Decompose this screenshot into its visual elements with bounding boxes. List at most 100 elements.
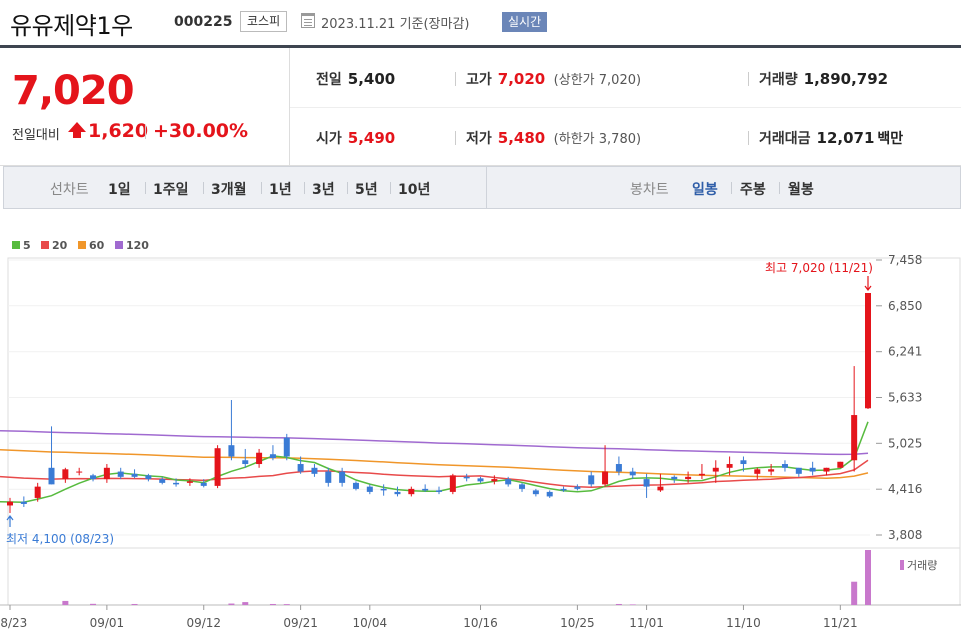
volume-bar <box>269 603 276 605</box>
candle <box>657 473 664 492</box>
open-label: 시가 <box>316 131 342 147</box>
low-price: 저가 5,480 (하한가 3,780) <box>466 129 642 147</box>
candle <box>754 467 761 480</box>
divider <box>390 182 391 194</box>
title-divider <box>0 45 961 48</box>
candle <box>269 445 276 461</box>
open-value: 5,490 <box>347 129 396 147</box>
min-price-annotation: 최저 4,100 (08/23) <box>6 532 114 546</box>
open-price: 시가 5,490 <box>316 128 395 148</box>
candle <box>671 475 678 483</box>
candle <box>574 484 581 491</box>
candle <box>477 476 484 483</box>
x-tick-label: 10/25 <box>560 616 595 630</box>
candle-body <box>145 475 152 480</box>
price-summary: 7,020 전일대비 1,620 +30.00% <box>0 48 290 166</box>
candle-body <box>629 471 636 476</box>
stock-code: 000225 <box>174 14 233 30</box>
divider <box>145 182 146 194</box>
candle-body <box>283 437 290 457</box>
tab-weekly[interactable]: 주봉 <box>740 182 766 198</box>
candle-body <box>781 464 788 468</box>
volume-bar <box>62 600 69 605</box>
lower-limit-value: 3,780 <box>598 132 636 147</box>
y-tick-label: 4,416 <box>888 482 922 496</box>
candle <box>186 478 193 486</box>
tab-1year[interactable]: 1년 <box>269 182 292 198</box>
realtime-button[interactable]: 실시간 <box>502 12 548 32</box>
candle <box>20 496 27 507</box>
chart-period-tabs: 선차트 1일 1주일 3개월 1년 3년 5년 10년 봉차트 일봉 주봉 월봉 <box>3 166 961 209</box>
legend-swatch-120 <box>115 241 123 249</box>
tab-3year[interactable]: 3년 <box>312 182 335 198</box>
candle <box>228 399 235 461</box>
candle-body <box>795 467 802 474</box>
volume-bar <box>851 581 858 605</box>
candle <box>283 433 290 461</box>
volume-label: 거래량 <box>759 72 798 88</box>
candle-body <box>837 461 844 468</box>
up-arrow-icon <box>68 122 86 138</box>
tab-3month[interactable]: 3개월 <box>211 182 247 198</box>
candle-chart-label: 봉차트 <box>630 182 669 198</box>
candle <box>325 467 332 487</box>
candle-body <box>269 454 276 458</box>
ma120-line <box>0 429 869 456</box>
upper-limit-value: 7,020 <box>598 73 636 88</box>
y-tick-label: 7,458 <box>888 253 922 267</box>
legend-label-60: 60 <box>89 239 105 252</box>
candle-body <box>823 467 830 472</box>
candle-body <box>380 488 387 491</box>
candle-body <box>256 452 263 465</box>
x-tick-label: 08/23 <box>0 616 27 630</box>
tab-group-divider <box>486 167 487 208</box>
candle <box>145 473 152 482</box>
base-date: 2023.11.21 기준(장마감) <box>321 17 470 32</box>
candle-body <box>173 482 180 485</box>
tab-monthly[interactable]: 월봉 <box>788 182 814 198</box>
volume-bar <box>865 550 871 605</box>
candle <box>505 476 512 487</box>
tab-daily[interactable]: 일봉 <box>692 182 718 198</box>
tab-5year[interactable]: 5년 <box>355 182 378 198</box>
candle-body <box>20 501 27 504</box>
candle-body <box>588 475 595 485</box>
candle-body <box>477 478 484 482</box>
candle <box>7 497 13 513</box>
candle-body <box>865 293 871 409</box>
plot-frame <box>7 257 961 549</box>
candle <box>256 448 263 468</box>
volume-bar <box>90 603 97 605</box>
volume-bar <box>242 602 249 605</box>
candle <box>34 482 41 502</box>
candle-body <box>394 491 401 495</box>
volume-bar <box>615 603 622 605</box>
current-price: 7,020 <box>12 68 135 114</box>
candle <box>685 471 692 483</box>
volume-frame <box>7 547 961 606</box>
candle-body <box>754 469 761 474</box>
high-price: 고가 7,020 (상한가 7,020) <box>466 70 642 88</box>
quote-panel: 7,020 전일대비 1,620 +30.00% 전일 5,400 고가 7,020… <box>0 48 961 166</box>
candle <box>352 481 359 491</box>
legend-label-5: 5 <box>23 239 31 252</box>
candle <box>698 464 705 480</box>
price-chart: 5 20 60 120 7,458 6,850 6,241 5,633 5,025 4,416 3,… <box>0 239 961 630</box>
divider <box>748 131 749 145</box>
candle-body <box>339 471 346 483</box>
candle-body <box>726 464 733 468</box>
legend-swatch-5 <box>12 241 20 249</box>
min-arrow-icon <box>6 515 14 527</box>
candle <box>394 486 401 497</box>
candle-body <box>851 415 858 461</box>
volume: 거래량 1,890,792 <box>759 69 888 89</box>
x-tick-label: 09/21 <box>283 616 318 630</box>
high-value: 7,020 <box>497 70 546 88</box>
candle-body <box>449 475 456 492</box>
candle <box>159 476 166 485</box>
candle <box>560 486 567 492</box>
volume-value: 1,890,792 <box>803 70 889 88</box>
tab-1week[interactable]: 1주일 <box>153 182 189 198</box>
tab-10year[interactable]: 10년 <box>398 182 431 198</box>
tab-1day[interactable]: 1일 <box>108 182 131 198</box>
